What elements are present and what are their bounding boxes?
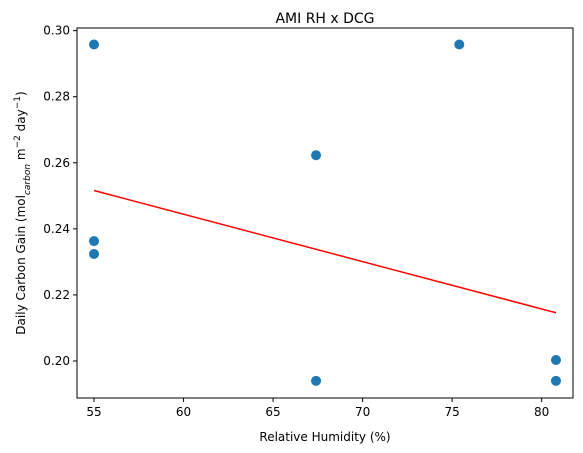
y-label-sup2: −1 xyxy=(13,96,23,109)
data-point-2 xyxy=(89,236,100,247)
x-axis: 55 60 65 70 75 80 xyxy=(86,398,549,419)
x-tick-label-80: 80 xyxy=(534,405,549,419)
y-label-prefix: Daily Carbon Gain (mol xyxy=(14,195,28,335)
x-tick-label-75: 75 xyxy=(444,405,459,419)
y-label-mid2: day xyxy=(14,109,28,135)
x-tick-label-70: 70 xyxy=(355,405,370,419)
plot-frame xyxy=(76,27,574,399)
y-label-mid1: m xyxy=(14,148,28,164)
y-tick-label-0.24: 0.24 xyxy=(43,222,70,236)
data-point-3 xyxy=(89,248,100,259)
y-label-suffix: ) xyxy=(14,91,28,96)
x-axis-label: Relative Humidity (%) xyxy=(259,430,390,444)
y-label-sub: carbon xyxy=(23,164,33,195)
plot-area xyxy=(89,39,561,386)
data-point-8 xyxy=(550,375,561,386)
data-point-6 xyxy=(454,39,465,50)
data-point-4 xyxy=(311,150,322,161)
y-axis-label: Daily Carbon Gain (molcarbon m−2 day−1) xyxy=(13,91,33,334)
trend-line xyxy=(93,189,557,314)
y-axis: 0.20 0.22 0.24 0.26 0.28 0.30 xyxy=(43,24,77,368)
data-point-7 xyxy=(550,355,561,366)
y-tick-label-0.28: 0.28 xyxy=(43,90,70,104)
y-tick-label-0.20: 0.20 xyxy=(43,354,70,368)
x-tick-label-60: 60 xyxy=(176,405,191,419)
y-tick-label-0.22: 0.22 xyxy=(43,288,70,302)
x-tick-label-65: 65 xyxy=(265,405,280,419)
y-tick-label-0.30: 0.30 xyxy=(43,24,70,38)
y-tick-label-0.26: 0.26 xyxy=(43,156,70,170)
data-point-5 xyxy=(311,375,322,386)
chart-title: AMI RH x DCG xyxy=(275,11,374,27)
x-tick-label-55: 55 xyxy=(86,405,101,419)
data-point-1 xyxy=(89,39,100,50)
y-label-sup1: −2 xyxy=(13,135,23,148)
